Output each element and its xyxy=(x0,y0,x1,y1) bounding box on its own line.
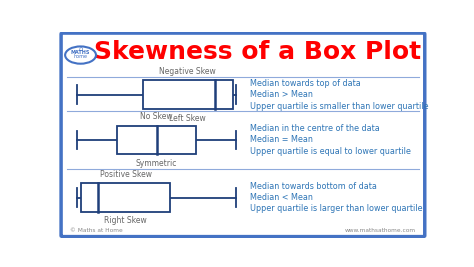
Text: Upper quartile is smaller than lower quartile: Upper quartile is smaller than lower qua… xyxy=(250,101,429,111)
Text: Upper quartile is larger than lower quartile: Upper quartile is larger than lower quar… xyxy=(250,204,423,213)
Text: Median towards top of data: Median towards top of data xyxy=(250,79,361,88)
Text: MATHS: MATHS xyxy=(71,50,90,55)
Text: Negative Skew: Negative Skew xyxy=(159,67,216,76)
Text: Median in the centre of the data: Median in the centre of the data xyxy=(250,124,380,133)
Text: No Skew: No Skew xyxy=(140,112,173,121)
Text: Right Skew: Right Skew xyxy=(104,217,147,225)
Bar xyxy=(81,183,171,212)
Text: Skewness of a Box Plot: Skewness of a Box Plot xyxy=(94,40,421,64)
FancyBboxPatch shape xyxy=(61,33,425,237)
Bar xyxy=(117,125,196,154)
Text: Symmetric: Symmetric xyxy=(136,159,177,168)
Text: ⌂: ⌂ xyxy=(78,46,83,52)
Text: www.mathsathome.com: www.mathsathome.com xyxy=(345,228,416,233)
Text: © Maths at Home: © Maths at Home xyxy=(70,228,123,233)
Text: Left Skew: Left Skew xyxy=(169,114,206,123)
Text: Median = Mean: Median = Mean xyxy=(250,135,313,144)
Circle shape xyxy=(65,46,96,64)
Bar xyxy=(143,80,233,109)
Text: home: home xyxy=(73,54,88,59)
Text: Median > Mean: Median > Mean xyxy=(250,90,313,99)
Text: Positive Skew: Positive Skew xyxy=(100,170,152,179)
Text: Median < Mean: Median < Mean xyxy=(250,193,313,202)
Text: Median towards bottom of data: Median towards bottom of data xyxy=(250,182,377,191)
Text: Upper quartile is equal to lower quartile: Upper quartile is equal to lower quartil… xyxy=(250,147,411,156)
